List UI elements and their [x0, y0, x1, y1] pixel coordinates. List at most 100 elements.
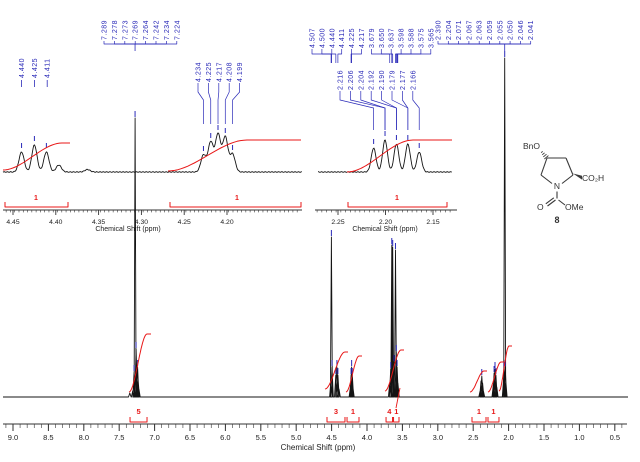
integration-label: 5 [136, 407, 140, 416]
leader-line [478, 41, 505, 45]
peak-label: 2.046 [518, 20, 525, 40]
peak-label: 2.063 [477, 20, 484, 40]
structure-label-n: N [553, 181, 561, 191]
leader-line [412, 91, 420, 130]
leader-line [370, 91, 397, 130]
axis-tick-label: 7.5 [114, 433, 124, 442]
inset-integration-label: 1 [395, 195, 399, 202]
inset-integral-curve [167, 139, 301, 172]
inset-integration-bracket [347, 202, 448, 208]
peak-label: 2.179 [390, 70, 397, 90]
peak-label: 4.208 [227, 62, 234, 82]
axis-tick-label: 4.5 [326, 433, 336, 442]
leader-line [197, 83, 204, 124]
peak-label: 7.242 [154, 20, 161, 40]
integral-curve [384, 349, 404, 392]
axis-tick-label: 2.0 [503, 433, 513, 442]
leader-line [504, 41, 521, 45]
peak-label: 2.192 [369, 70, 376, 90]
leader-line [321, 49, 332, 63]
inset-axis-tick-label: 2.25 [331, 219, 344, 226]
peak-label: 3.588 [409, 28, 416, 48]
leader-line [402, 91, 409, 130]
peak-label: 3.575 [418, 28, 425, 48]
axis-tick-label: 3.0 [433, 433, 443, 442]
leader-line [351, 49, 362, 63]
axis-tick-label: 2.5 [468, 433, 478, 442]
peak-label: 2.190 [379, 70, 386, 90]
integration-label: 1 [394, 407, 398, 416]
peak-label: 3.598 [399, 28, 406, 48]
peak-label: 2.204 [446, 20, 453, 40]
leader-line [360, 91, 386, 130]
axis-tick-label: 4.0 [362, 433, 372, 442]
leader-line [391, 91, 409, 130]
integration-bracket [346, 417, 360, 423]
axis-tick-label: 6.0 [220, 433, 230, 442]
leader-line [337, 49, 343, 63]
integration-label: 1 [491, 407, 495, 416]
peak-label: 7.234 [164, 20, 171, 40]
inset-trace [2, 132, 302, 173]
integration-bracket [326, 417, 346, 423]
leader-line [504, 41, 532, 45]
integral-curve [324, 351, 348, 390]
integration-bracket [385, 417, 394, 423]
peak-label: 4.500 [319, 28, 326, 48]
peak-label: 4.225 [206, 62, 213, 82]
structure-hash-wedge [543, 153, 547, 158]
axis-tick-label: 7.0 [149, 433, 159, 442]
peak-label: 2.041 [528, 20, 535, 40]
peak-label: 7.269 [133, 20, 140, 40]
leader-line [458, 41, 505, 45]
axis-tick-label: 5.5 [256, 433, 266, 442]
peak-label: 2.177 [400, 70, 407, 90]
structure-bond [540, 174, 553, 184]
inset-axis-tick-label: 4.45 [6, 219, 19, 226]
main-axis-title: Chemical Shift (ppm) [280, 443, 356, 452]
peak-label: 7.278 [112, 20, 119, 40]
leader-line [381, 91, 397, 130]
leader-line [217, 83, 220, 124]
inset-axis-tick-label: 4.30 [135, 219, 148, 226]
integral-curve [128, 333, 151, 393]
leader-line [397, 49, 432, 63]
integration-bracket [487, 417, 500, 423]
leader-line [124, 41, 136, 45]
inset-integral-curve [346, 139, 452, 173]
integration-label: 3 [334, 407, 338, 416]
axis-tick-label: 6.5 [185, 433, 195, 442]
integral-curve [498, 345, 512, 392]
integration-bracket [393, 417, 400, 423]
peak-label: 4.440 [329, 28, 336, 48]
integral-curve [345, 355, 362, 393]
integral-curve [469, 370, 487, 393]
axis-tick-label: 5.0 [291, 433, 301, 442]
inset-trace [318, 139, 452, 173]
leader-line [447, 41, 505, 45]
axis-tick-label: 1.0 [574, 433, 584, 442]
leader-line [468, 41, 505, 45]
inset-axis-tick-label: 4.35 [92, 219, 105, 226]
leader-line [499, 41, 505, 45]
axis-tick-label: 8.5 [43, 433, 53, 442]
axis-tick-label: 8.0 [79, 433, 89, 442]
peak-label: 4.234 [196, 62, 203, 82]
peak-label: 4.425 [32, 58, 39, 78]
structure-bold-wedge [573, 173, 582, 180]
main-trace [3, 57, 628, 398]
integral-leader-line [395, 387, 401, 409]
structure-bond [561, 174, 574, 184]
inset1-axis-title: Chemical Shift (ppm) [95, 226, 161, 233]
inset-axis-tick-label: 2.15 [426, 219, 439, 226]
integration-label: 1 [351, 407, 355, 416]
peak-label: 2.050 [508, 20, 515, 40]
peak-label: 7.289 [102, 20, 109, 40]
peak-label: 4.440 [19, 58, 26, 78]
peak-label: 2.204 [358, 70, 365, 90]
leader-line [390, 49, 394, 63]
peak-label: 7.224 [174, 20, 181, 40]
peak-label: 4.507 [310, 28, 317, 48]
axis-tick-label: 3.5 [397, 433, 407, 442]
